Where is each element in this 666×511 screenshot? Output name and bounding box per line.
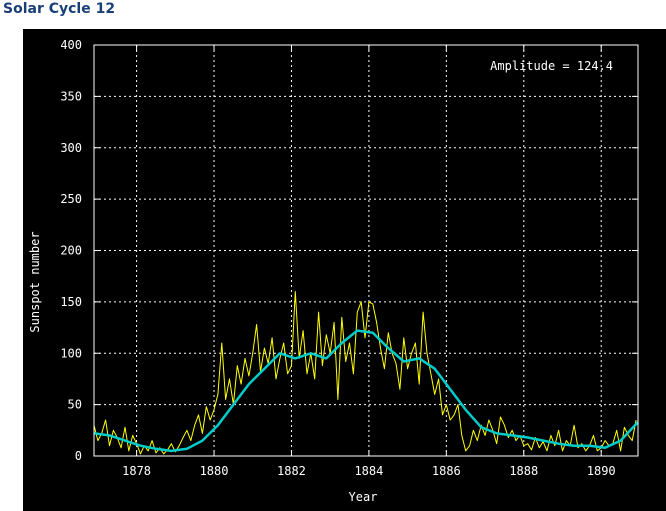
grid	[94, 45, 638, 456]
y-tick-label: 250	[60, 192, 82, 206]
series-group	[93, 291, 639, 455]
y-tick-label: 50	[68, 398, 82, 412]
y-tick-label: 0	[75, 449, 82, 463]
x-axis-label: Year	[349, 490, 378, 504]
y-tick-label: 400	[60, 38, 82, 52]
x-tick-label: 1886	[432, 464, 461, 478]
y-tick-label: 200	[60, 244, 82, 258]
y-tick-label: 300	[60, 141, 82, 155]
smoothed-sunspot-line	[93, 329, 639, 453]
x-tick-label: 1882	[277, 464, 306, 478]
annotation-amplitude: Amplitude = 124.4	[490, 59, 613, 73]
y-tick-label: 150	[60, 295, 82, 309]
x-tick-label: 1890	[587, 464, 616, 478]
x-tick-label: 1884	[354, 464, 383, 478]
ticks: 1878 1880 1882 1884 1886 1888 1890 0 50 100 150 200…	[60, 38, 638, 478]
page-title: Solar Cycle 12	[3, 1, 116, 17]
y-axis-label: Sunspot number	[28, 231, 42, 332]
monthly-sunspot-line	[93, 291, 637, 455]
x-tick-label: 1878	[122, 464, 151, 478]
sunspot-chart: 1878 1880 1882 1884 1886 1888 1890 0 50 100 150 200…	[23, 29, 666, 511]
x-tick-label: 1888	[509, 464, 538, 478]
chart-container: 1878 1880 1882 1884 1886 1888 1890 0 50 100 150 200…	[23, 29, 666, 511]
x-tick-label: 1880	[200, 464, 229, 478]
y-tick-label: 350	[60, 89, 82, 103]
y-tick-label: 100	[60, 346, 82, 360]
